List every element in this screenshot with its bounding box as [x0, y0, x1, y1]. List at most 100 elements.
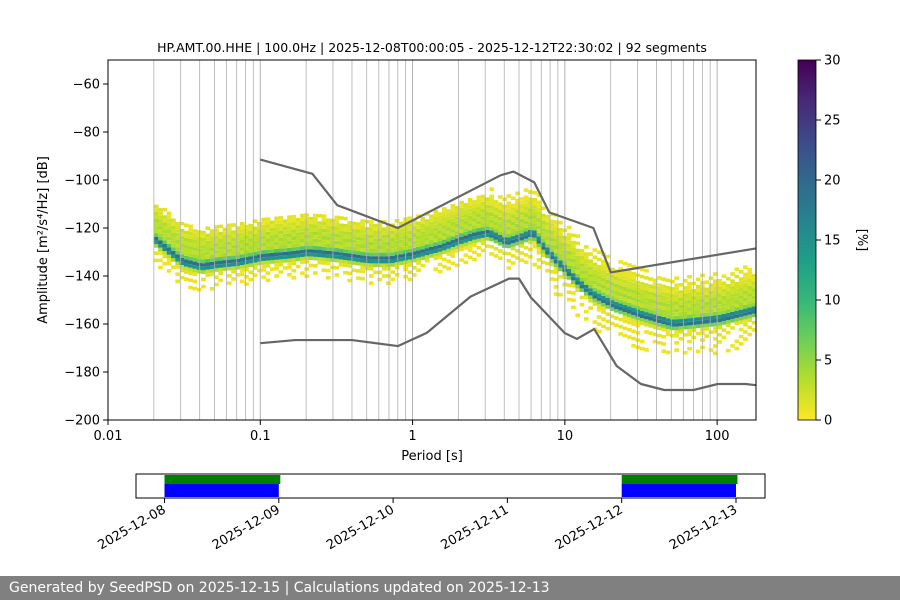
heatmap-cell: [269, 256, 275, 261]
heatmap-cell: [368, 259, 374, 264]
heatmap-cell: [712, 329, 718, 334]
heatmap-cell: [196, 259, 202, 263]
heatmap-cell: [338, 241, 344, 246]
heatmap-cell: [300, 253, 305, 257]
heatmap-cell: [381, 245, 387, 249]
heatmap-cell: [545, 236, 550, 241]
heatmap-cell: [631, 304, 636, 308]
heatmap-cell: [368, 238, 374, 242]
heatmap-cell: [244, 282, 249, 286]
heatmap-cell: [467, 237, 473, 242]
heatmap-cell: [472, 221, 477, 226]
heatmap-cell: [506, 233, 512, 238]
heatmap-cell: [416, 268, 421, 273]
heatmap-cell: [721, 299, 727, 304]
heatmap-cell: [687, 274, 692, 279]
heatmap-cell: [252, 251, 258, 256]
heatmap-cell: [497, 195, 503, 199]
heatmap-cell: [712, 311, 718, 316]
heatmap-cell: [609, 321, 615, 326]
heatmap-cell: [747, 267, 753, 272]
heatmap-cell: [674, 276, 679, 280]
heatmap-cell: [218, 267, 224, 272]
heatmap-cell: [648, 291, 654, 296]
colorbar-tick-label: 20: [824, 174, 841, 189]
heatmap-cell: [252, 262, 258, 267]
heatmap-cell: [622, 261, 628, 266]
heatmap-cell: [239, 229, 245, 233]
heatmap-cell: [480, 194, 486, 199]
heatmap-cell: [626, 270, 632, 275]
heatmap-cell: [519, 240, 525, 245]
heatmap-cell: [614, 273, 619, 277]
heatmap-cell: [459, 258, 464, 262]
heatmap-cell: [626, 288, 632, 293]
heatmap-cell: [218, 235, 224, 239]
heatmap-cell: [652, 285, 658, 290]
heatmap-cell: [158, 251, 163, 255]
heatmap-cell: [248, 227, 254, 231]
heatmap-cell: [355, 247, 361, 252]
heatmap-cell: [618, 310, 624, 315]
psd-heatmap: [153, 187, 757, 356]
heatmap-cell: [394, 258, 400, 263]
heatmap-cell: [609, 278, 615, 283]
heatmap-cell: [226, 241, 232, 246]
heatmap-cell: [571, 255, 576, 259]
heatmap-cell: [566, 247, 572, 251]
y-axis-ticks: −200−180−160−140−120−100−80−60: [64, 78, 108, 429]
heatmap-cell: [399, 250, 404, 255]
heatmap-cell: [489, 208, 495, 213]
heatmap-cell: [416, 246, 421, 251]
heatmap-cell: [687, 282, 692, 286]
heatmap-cell: [386, 256, 391, 260]
heatmap-cell: [325, 268, 331, 273]
heatmap-cell: [166, 258, 172, 262]
heatmap-cell: [433, 231, 439, 235]
heatmap-cell: [351, 225, 357, 229]
heatmap-cell: [596, 250, 602, 255]
heatmap-cell: [747, 303, 753, 308]
heatmap-cell: [743, 301, 748, 305]
heatmap-cell: [183, 263, 189, 267]
heatmap-cell: [592, 295, 598, 299]
heatmap-cell: [506, 241, 512, 245]
heatmap-cell: [360, 222, 365, 227]
heatmap-cell: [278, 223, 284, 227]
heatmap-cell: [209, 265, 215, 269]
heatmap-cell: [506, 266, 512, 270]
heatmap-cell: [287, 218, 292, 223]
heatmap-cell: [218, 253, 224, 257]
heatmap-cell: [274, 274, 279, 278]
heatmap-cell: [472, 236, 477, 240]
heatmap-cell: [532, 234, 538, 238]
heatmap-cell: [325, 250, 331, 255]
heatmap-cell: [463, 242, 469, 247]
heatmap-cell: [704, 309, 710, 313]
heatmap-cell: [162, 236, 168, 241]
heatmap-cell: [162, 218, 168, 223]
heatmap-cell: [626, 263, 632, 267]
heatmap-cell: [532, 208, 538, 213]
y-tick-label: −140: [64, 270, 100, 285]
heatmap-cell: [553, 234, 559, 239]
heatmap-cell: [248, 223, 254, 228]
heatmap-cell: [528, 247, 533, 252]
heatmap-cell: [282, 219, 288, 223]
heatmap-cell: [261, 228, 267, 233]
heatmap-cell: [717, 322, 722, 326]
heatmap-cell: [171, 250, 176, 255]
heatmap-cell: [652, 332, 658, 337]
heatmap-cell: [192, 286, 198, 291]
heatmap-cell: [575, 273, 581, 278]
heatmap-cell: [571, 262, 576, 266]
heatmap-cell: [708, 308, 714, 313]
heatmap-cell: [485, 237, 490, 241]
heatmap-cell: [493, 239, 499, 244]
heatmap-cell: [463, 246, 469, 250]
heatmap-cell: [420, 224, 426, 228]
heatmap-cell: [553, 270, 559, 275]
heatmap-cell: [575, 266, 581, 271]
heatmap-cell: [622, 312, 628, 316]
heatmap-cell: [588, 291, 593, 296]
